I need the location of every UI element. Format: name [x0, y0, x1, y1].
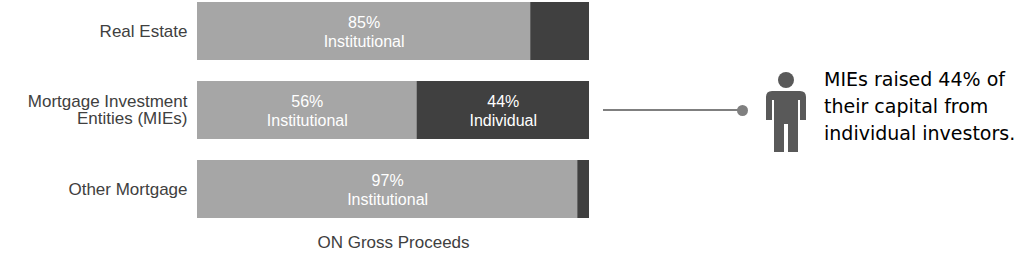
- svg-text:Real Estate: Real Estate: [100, 22, 188, 41]
- html-text:MIEs raised 44% of their capit: MIEs raised 44% of their capital from in…: [824, 68, 1016, 144]
- svg-text:Other Mortgage: Other Mortgage: [68, 180, 187, 199]
- svg-text:ON Gross Proceeds: ON Gross Proceeds: [317, 233, 469, 252]
- svg-text:56%Institutional: 56%Institutional: [267, 93, 348, 129]
- svg-text:Mortgage InvestmentEntities (M: Mortgage InvestmentEntities (MIEs): [28, 92, 188, 128]
- svg-text:97%Institutional: 97%Institutional: [347, 172, 428, 208]
- svg-text:85%Institutional: 85%Institutional: [324, 14, 405, 50]
- svg-text:44%Individual: 44%Individual: [469, 93, 537, 129]
